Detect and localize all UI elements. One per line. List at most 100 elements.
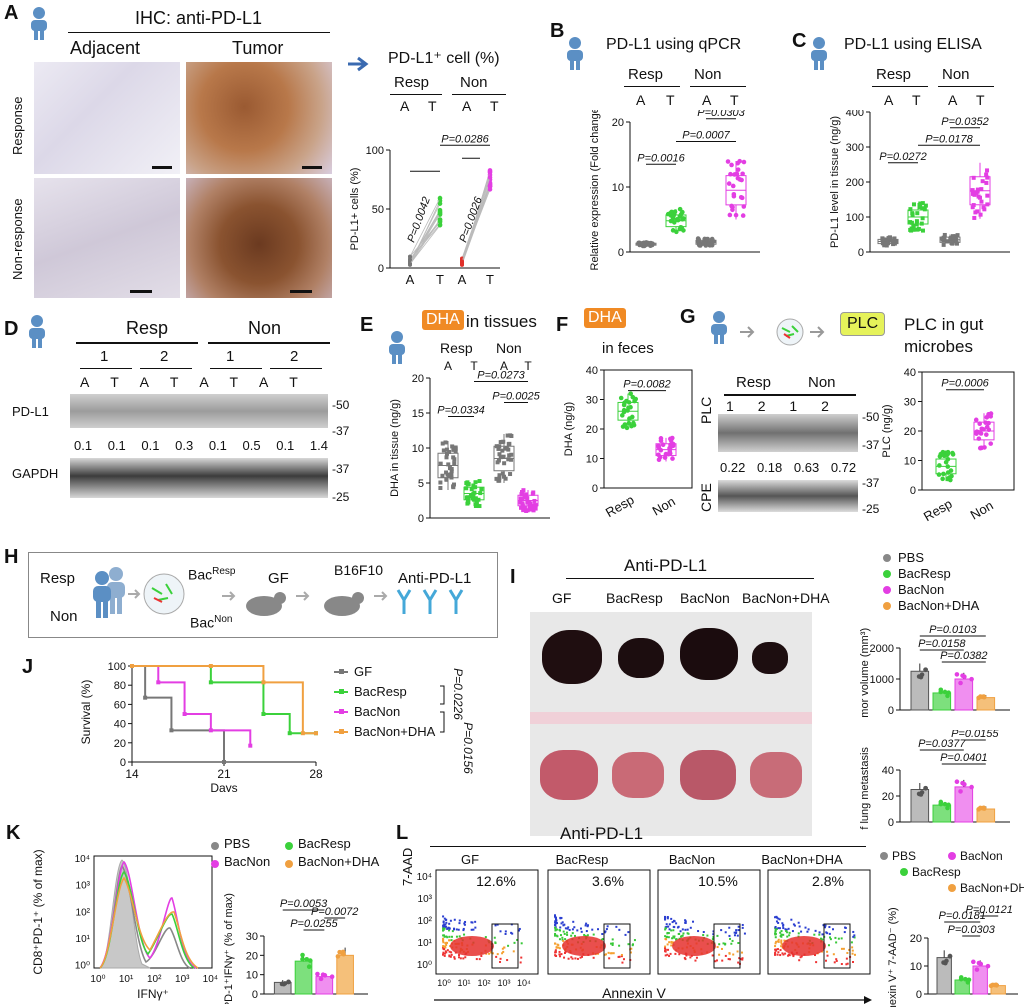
data-point [444, 455, 449, 460]
legend-marker [339, 709, 344, 714]
censor-mark [156, 680, 161, 685]
flow-density [672, 936, 716, 956]
p-value: P=0.0156 [461, 722, 475, 774]
flow-event [684, 919, 687, 922]
flow-event [778, 927, 781, 930]
y-tick-label: 100 [846, 212, 864, 224]
data-point [725, 159, 731, 164]
flow-event [681, 934, 684, 937]
flow-event [442, 946, 445, 949]
flow-event [781, 922, 784, 925]
sub-t: T [730, 92, 739, 108]
flow-event [463, 923, 466, 926]
data-point [982, 445, 987, 450]
data-point [945, 456, 951, 462]
g-row-plc: PLC [698, 396, 714, 424]
data-point [975, 189, 980, 194]
data-point [496, 446, 501, 451]
flow-event [741, 958, 744, 961]
flow-event [480, 955, 483, 958]
flow-event [443, 925, 446, 928]
data-point [341, 951, 346, 957]
data-point [738, 194, 744, 200]
flow-event [520, 942, 523, 945]
dha-badge: DHA [422, 310, 464, 330]
data-point [948, 236, 953, 241]
data-point [500, 448, 505, 453]
h-bacnon: BacNon [190, 614, 233, 631]
flow-event [606, 925, 609, 928]
sub-a: A [462, 98, 472, 114]
pair-line [461, 189, 491, 262]
flow-event [615, 925, 618, 928]
flow-event [490, 950, 493, 953]
data-point [452, 461, 457, 466]
data-point [946, 690, 951, 695]
data-point [670, 456, 675, 461]
flow-event [733, 931, 736, 934]
flow-event [579, 927, 582, 930]
flow-event [840, 937, 843, 940]
p-value: P=0.0255 [290, 918, 338, 930]
data-point [440, 473, 445, 478]
data-point [304, 956, 310, 962]
plc-badge: PLC [840, 312, 886, 336]
flow-event [442, 915, 445, 918]
data-point [728, 171, 733, 177]
pair-line [409, 220, 441, 257]
data-point [468, 493, 473, 498]
x-tick-label: 14 [125, 767, 139, 781]
flow-event [775, 927, 778, 930]
flow-event [798, 959, 801, 962]
x-axis-label: IFNγ⁺ [137, 987, 169, 1001]
data-point [449, 475, 454, 480]
data-point [445, 472, 450, 477]
flow-event [607, 951, 610, 954]
data-point [909, 228, 914, 233]
flow-event [580, 930, 583, 933]
plot-frame [603, 369, 693, 489]
flow-event [835, 959, 838, 962]
data-point [892, 241, 897, 246]
data-point [306, 964, 312, 970]
flow-event [842, 947, 845, 950]
data-point [640, 240, 645, 246]
flow-event [597, 952, 600, 955]
group-non: Non [460, 74, 488, 91]
d-non: Non [248, 318, 282, 338]
p-value: P=0.0016 [637, 152, 685, 164]
flow-event [788, 931, 791, 934]
data-point [697, 242, 702, 247]
flow-event [833, 961, 836, 964]
data-point [971, 175, 976, 180]
flow-event [591, 928, 594, 931]
data-point [502, 474, 507, 479]
data-point [329, 974, 335, 979]
flow-event [718, 953, 721, 956]
flow-event [665, 936, 668, 939]
x-tick-label: 10⁴ [203, 974, 218, 985]
data-point [916, 227, 921, 232]
flow-event [563, 956, 566, 959]
data-point [505, 433, 510, 438]
data-point [437, 218, 443, 224]
flow-event [777, 927, 780, 930]
y-tick-label: 10 [586, 454, 598, 466]
data-point [632, 398, 637, 404]
data-point [453, 449, 458, 454]
flow-event [845, 957, 848, 960]
flow-event [604, 930, 607, 933]
human-icon [29, 315, 45, 348]
flow-event [671, 941, 674, 944]
data-point [954, 241, 959, 246]
data-point [495, 460, 500, 465]
data-point [438, 486, 443, 491]
legend-bacnon: BacNon [224, 854, 271, 869]
flow-density [562, 936, 606, 956]
flow-event [464, 920, 467, 923]
flow-event [507, 944, 510, 947]
data-point [477, 479, 482, 484]
data-point [318, 976, 324, 982]
flow-event [618, 928, 621, 931]
